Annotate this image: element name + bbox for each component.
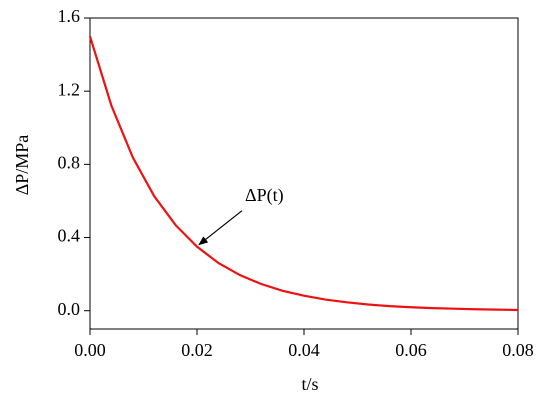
- x-tick-label: 0.08: [502, 340, 534, 360]
- plot-frame: [89, 17, 519, 330]
- y-tick-label: 0.0: [58, 299, 81, 319]
- x-tick-label: 0.00: [74, 340, 106, 360]
- x-tick-label: 0.02: [181, 340, 213, 360]
- x-axis-label: t/s: [301, 374, 318, 394]
- x-tick-label: 0.04: [288, 340, 320, 360]
- annotation: ΔP(t): [245, 185, 284, 206]
- y-tick-label: 0.4: [58, 226, 81, 246]
- y-tick-label: 1.6: [58, 6, 81, 26]
- x-tick-label: 0.06: [395, 340, 427, 360]
- y-tick-label: 1.2: [58, 79, 81, 99]
- annotation-arrow: [198, 210, 243, 246]
- y-axis-label: ΔP/MPa: [12, 135, 32, 196]
- data-line: [88, 35, 519, 312]
- y-tick-label: 0.8: [58, 152, 81, 172]
